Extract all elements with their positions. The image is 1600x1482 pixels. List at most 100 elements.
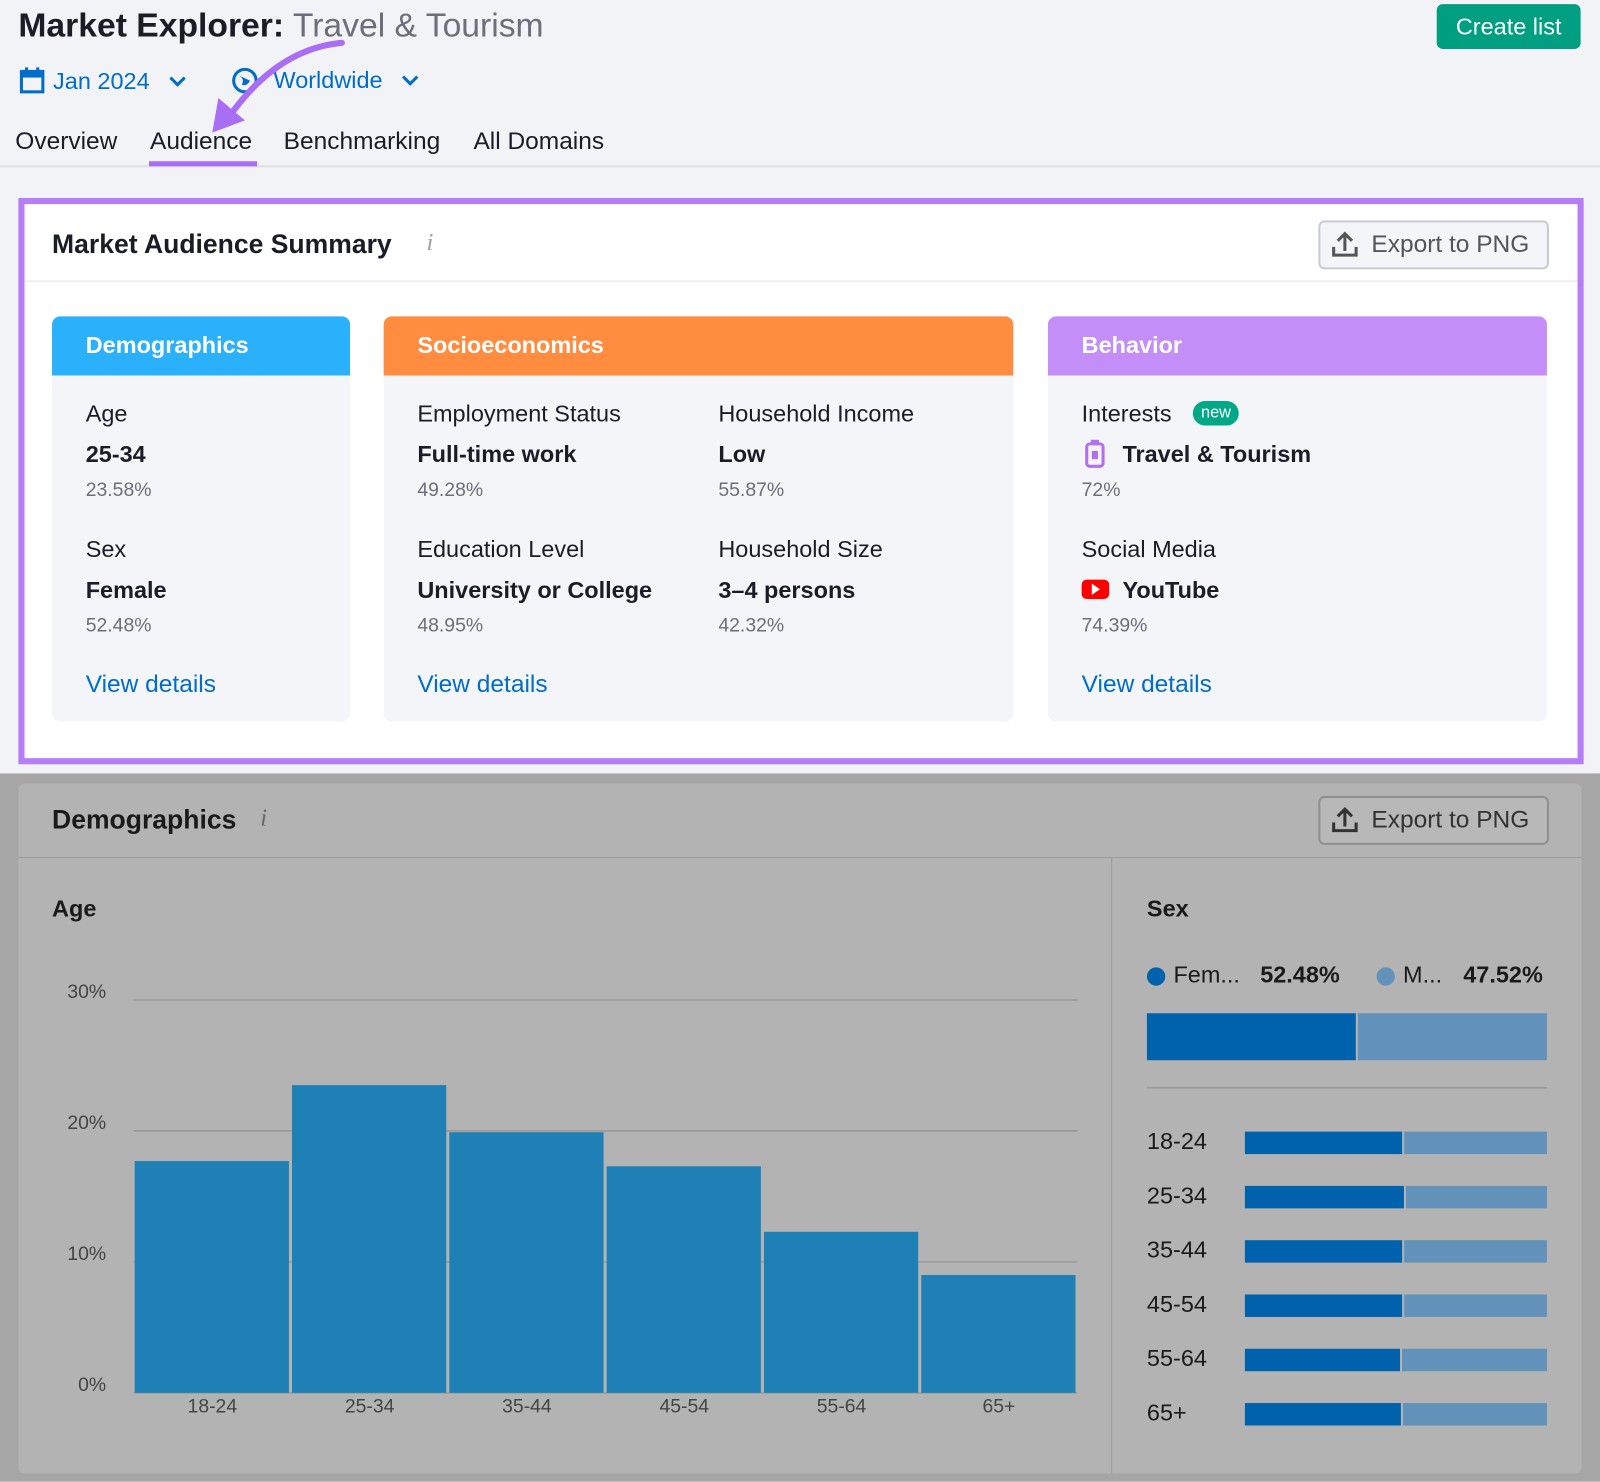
item-label: Employment Status	[417, 399, 621, 427]
item-value: Female	[85, 576, 167, 604]
legend-label: M...	[1403, 962, 1442, 988]
calendar-icon	[19, 67, 45, 94]
x-tick-label: 45-54	[659, 1395, 709, 1417]
view-details-link[interactable]: View details	[1081, 670, 1212, 698]
section-title: Demographics	[52, 804, 237, 835]
legend-value: 47.52%	[1463, 962, 1543, 988]
bar	[606, 1166, 761, 1393]
row-bar-segment	[1244, 1131, 1403, 1155]
item-percent: 52.48%	[85, 615, 152, 637]
divider	[24, 280, 1578, 282]
tab[interactable]: Benchmarking	[283, 127, 441, 156]
divider	[1111, 857, 1113, 1474]
x-tick-label: 25-34	[345, 1395, 395, 1417]
summary-title: Market Audience Summary	[52, 228, 392, 260]
item-label: Age	[85, 399, 128, 427]
x-tick-label: 35-44	[502, 1395, 552, 1417]
chevron	[169, 76, 186, 87]
tab-divider	[0, 165, 1600, 168]
bar	[292, 1085, 447, 1393]
create-list-button[interactable]: Create list	[1436, 4, 1581, 49]
item-label: Sex	[85, 535, 127, 563]
export-button[interactable]	[1318, 220, 1549, 270]
item-percent: 48.95%	[417, 615, 484, 637]
row-bar-segment	[1402, 1403, 1547, 1426]
card	[1047, 316, 1547, 722]
legend-value: 52.48%	[1260, 962, 1340, 988]
legend-label: Fem...	[1173, 962, 1239, 988]
item-label: Household Income	[718, 399, 915, 427]
legend-dot	[1146, 967, 1166, 986]
export-icon	[1332, 807, 1358, 833]
row-label: 65+	[1147, 1399, 1187, 1425]
date-selector[interactable]: Jan 2024	[53, 67, 150, 94]
chart-title: Sex	[1146, 894, 1189, 922]
title: Market Explorer:	[18, 6, 285, 44]
item-label: Social Media	[1081, 535, 1216, 563]
item-percent: 72%	[1081, 479, 1121, 502]
item-value: Travel & Tourism	[1122, 440, 1312, 468]
item-value: YouTube	[1122, 576, 1220, 604]
tab[interactable]: Overview	[15, 127, 118, 156]
tab-active[interactable]: Audience	[149, 127, 253, 156]
x-tick-label: 18-24	[188, 1395, 238, 1417]
export-label: Export to PNG	[1371, 230, 1530, 259]
bar	[449, 1132, 604, 1393]
row-bar-segment	[1404, 1240, 1547, 1263]
row-label: 55-64	[1147, 1345, 1207, 1371]
card-title: Demographics	[85, 331, 249, 359]
subtitle: Travel & Tourism	[292, 6, 544, 44]
info-icon[interactable]: i	[426, 229, 434, 257]
row-bar-segment	[1244, 1348, 1401, 1372]
item-value: 25-34	[85, 440, 146, 468]
y-tick-label: 30%	[67, 981, 106, 1003]
item-value: University or College	[417, 576, 653, 604]
card-header	[52, 316, 350, 376]
y-tick-label: 10%	[67, 1243, 106, 1265]
arrow	[212, 39, 345, 133]
x-tick-label: 65+	[982, 1395, 1015, 1417]
export-button[interactable]	[1318, 795, 1549, 845]
item-label: Education Level	[417, 535, 585, 563]
item-value: 3–4 persons	[718, 576, 856, 604]
legend-dot	[1376, 967, 1395, 986]
bar	[763, 1231, 919, 1393]
bar	[921, 1274, 1076, 1393]
y-tick-label: 0%	[78, 1374, 106, 1396]
item-value: Low	[718, 440, 766, 468]
row-label: 18-24	[1147, 1128, 1207, 1154]
row-bar-segment	[1244, 1240, 1403, 1263]
info-icon[interactable]: i	[260, 805, 268, 832]
divider	[18, 857, 1582, 859]
page-title: Market Explorer: Travel & Tourism	[18, 6, 543, 45]
item-label: Household Size	[718, 535, 883, 563]
region-selector[interactable]: Worldwide	[273, 66, 383, 93]
bar	[134, 1161, 289, 1393]
card-title: Socioeconomics	[417, 331, 604, 359]
card-header	[383, 316, 1014, 376]
card	[52, 316, 350, 722]
row-bar-segment	[1404, 1131, 1547, 1155]
row-bar-segment	[1244, 1403, 1401, 1426]
overall-bar-segment	[1357, 1013, 1547, 1061]
row-label: 25-34	[1147, 1182, 1207, 1208]
row-label: 35-44	[1147, 1237, 1207, 1263]
overall-bar-segment	[1146, 1013, 1356, 1061]
card	[383, 316, 1014, 722]
x-tick-label: 55-64	[817, 1395, 867, 1417]
chevron	[401, 75, 419, 86]
row-bar-segment	[1404, 1294, 1547, 1317]
view-details-link[interactable]: View details	[417, 670, 548, 698]
tab-underline	[148, 161, 258, 167]
tab[interactable]: All Domains	[473, 127, 605, 156]
row-bar-segment	[1402, 1348, 1547, 1372]
item-percent: 74.39%	[1081, 615, 1148, 637]
item-percent: 49.28%	[417, 479, 484, 502]
item-icons	[1081, 439, 1110, 599]
item-label: Interests	[1081, 399, 1172, 427]
export-label: Export to PNG	[1371, 806, 1530, 834]
row-label: 45-54	[1147, 1291, 1207, 1317]
view-details-link[interactable]: View details	[85, 670, 216, 698]
